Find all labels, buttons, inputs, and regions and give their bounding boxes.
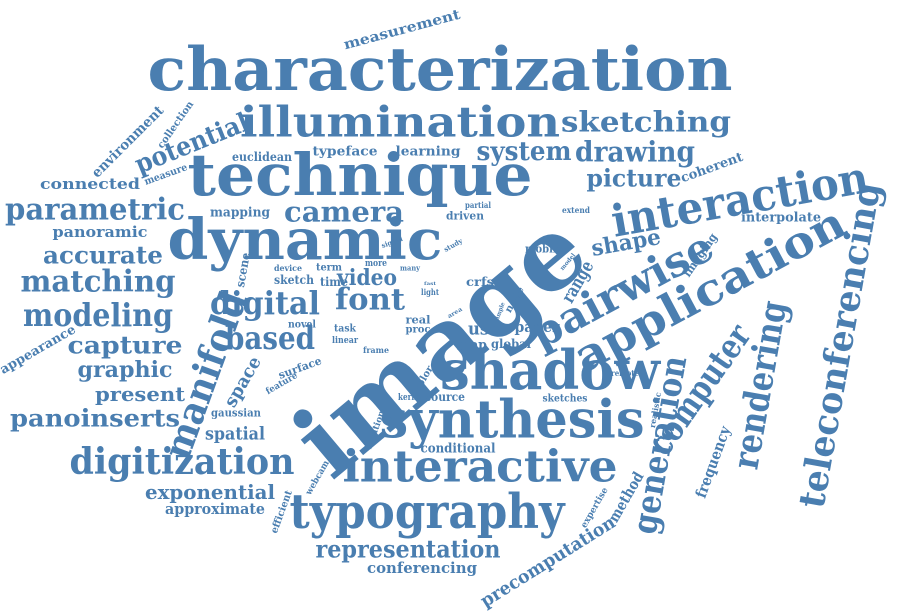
word-typeface: typeface [313,145,378,160]
word-novel: novel [288,320,316,331]
word-remote: remote [611,368,639,378]
word-mapping: mapping [210,206,270,221]
word-characterization: characterization [148,35,733,105]
word-camera: camera [284,196,404,229]
word-task: task [334,324,357,335]
word-picture: picture [587,164,682,193]
word-video: video [336,265,397,291]
word-extend: extend [562,205,590,215]
word-synthesis: synthesis [380,390,645,451]
word-digital: digital [210,284,320,322]
word-euclidean: euclidean [232,150,292,164]
word-scene: scene [233,251,253,288]
word-digitization: digitization [70,441,295,483]
word-map: map [457,336,487,354]
word-illumination: illumination [240,98,560,147]
word-kernel: kernel [398,393,424,403]
word-dynamic: dynamic [168,207,443,273]
word-graphic: graphic [78,357,173,383]
word-global: global [491,337,531,351]
word-drawing: drawing [575,136,695,169]
word-representation: representation [316,535,501,564]
word-gaussian: gaussian [211,407,261,420]
word-learning: learning [396,145,461,160]
word-user: user [468,319,508,340]
word-mobile: mobile [525,243,563,256]
word-many: many [400,264,421,273]
word-approximate: approximate [165,500,265,518]
word-exponential: exponential [145,480,275,504]
word-parametric: parametric [5,193,185,228]
word-source: source [425,390,465,404]
word-present: present [95,382,186,406]
word-conferencing: conferencing [367,559,478,577]
word-driven: driven [446,210,484,223]
word-sketches: sketches [543,394,588,405]
word-matching: matching [21,265,176,300]
word-proc: proc [406,325,431,336]
word-time: time [320,275,348,289]
word-sketch: sketch [274,273,314,287]
word-frame: frame [363,345,389,355]
word-shadow: shadow [440,338,661,402]
word-spatial: spatial [205,424,265,445]
word-panoramic: panoramic [53,223,148,241]
word-conditional: conditional [421,442,496,457]
word-typography: typography [290,484,567,540]
word-partial: partial [465,200,491,210]
word-accurate: accurate [43,241,163,270]
word-font: font [335,283,405,318]
word-technique: technique [188,141,533,209]
word-term: term [316,263,342,274]
word-modeling: modeling [23,296,173,334]
word-paper: paper [515,318,561,336]
word-interpolate: interpolate [741,211,821,226]
word-system: system [477,137,572,167]
word-sketching: sketching [561,106,731,139]
word-linear: linear [332,336,358,346]
word-light: light [421,287,439,297]
word-crfs: crfs [466,275,494,289]
word-based: based [225,319,315,357]
word-more: more [365,259,387,269]
word-capture: capture [68,331,183,360]
word-fast: fast [424,281,437,287]
word-device: device [274,263,302,273]
word-panoinserts: panoinserts [10,404,180,433]
word-real: real [406,314,431,327]
word-connected: connected [40,175,141,193]
word-interactive: interactive [343,442,618,493]
